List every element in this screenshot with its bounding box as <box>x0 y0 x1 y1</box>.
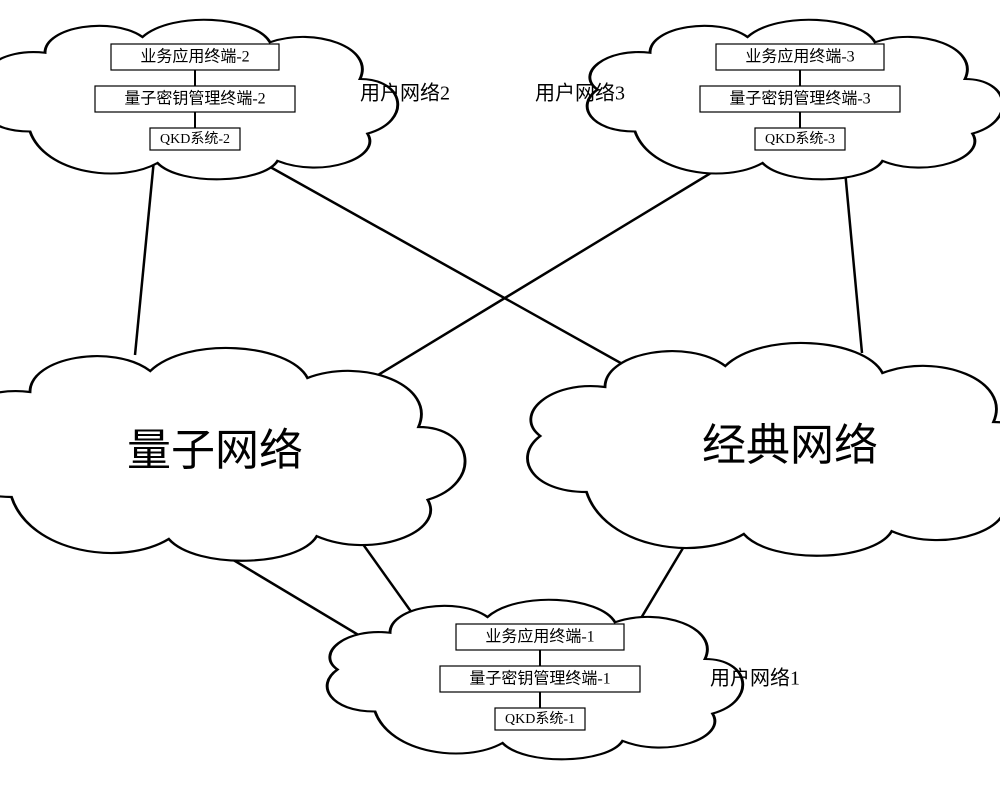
box-user2-1-label: 量子密钥管理终端-2 <box>124 90 265 108</box>
box-user2-2-label: QKD系统-2 <box>160 131 230 147</box>
cloud-quantum-label: 量子网络 <box>127 426 303 475</box>
box-user3-1-label: 量子密钥管理终端-3 <box>729 90 870 108</box>
box-user2-0-label: 业务应用终端-2 <box>140 47 249 66</box>
box-user1-1-label: 量子密钥管理终端-1 <box>469 670 610 688</box>
edge <box>238 149 660 385</box>
cloud-classic-label: 经典网络 <box>702 421 878 470</box>
box-user1-2-label: QKD系统-1 <box>505 711 575 727</box>
box-user3-2-label: QKD系统-3 <box>765 131 835 147</box>
plain-label-1: 用户网络3 <box>535 82 625 105</box>
box-user3-0-label: 业务应用终端-3 <box>745 47 854 66</box>
edge <box>843 149 862 353</box>
plain-label-0: 用户网络2 <box>360 82 450 105</box>
edge <box>135 149 155 355</box>
diagram-canvas: 量子网络 经典网络 业务应用终端-2 量子密钥管理终端-2 QKD系统-2 业务应用终端… <box>0 0 1000 800</box>
plain-label-2: 用户网络1 <box>710 667 800 690</box>
box-user1-0-label: 业务应用终端-1 <box>485 627 594 646</box>
